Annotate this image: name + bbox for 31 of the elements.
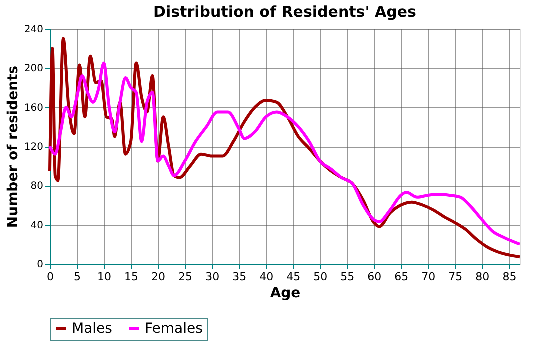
x-tick-label: 10 xyxy=(98,270,112,284)
y-axis-title: Number of residents xyxy=(5,66,22,228)
y-tick-label: 120 xyxy=(24,142,44,153)
x-tick-label: 40 xyxy=(260,270,274,284)
x-tick-label: 30 xyxy=(206,270,220,284)
y-tick-label: 0 xyxy=(37,260,44,270)
x-tick-label: 75 xyxy=(448,270,463,284)
x-tick-label: 0 xyxy=(47,270,54,284)
x-tick-label: 65 xyxy=(394,270,409,284)
y-tick-label: 80 xyxy=(30,181,44,192)
x-tick-label: 25 xyxy=(178,270,193,284)
x-tick-label: 45 xyxy=(286,270,301,284)
x-tick-label: 85 xyxy=(502,270,517,284)
x-tick-label: 70 xyxy=(422,270,436,284)
y-tick-label: 240 xyxy=(24,24,44,36)
x-tick-label: 20 xyxy=(152,270,166,284)
x-axis-title: Age xyxy=(270,286,301,302)
x-tick-label: 5 xyxy=(74,270,82,284)
line-series xyxy=(48,62,522,246)
y-tick-label: 200 xyxy=(24,64,44,75)
legend-label: Females xyxy=(145,321,203,337)
legend-label: Males xyxy=(72,321,112,337)
y-tick-label: 40 xyxy=(30,220,44,232)
y-tick-label: 160 xyxy=(24,102,44,114)
x-tick-label: 15 xyxy=(124,270,139,284)
x-tick-label: 80 xyxy=(476,270,490,284)
x-tick-label: 60 xyxy=(368,270,382,284)
chart-title: Distribution of Residents' Ages xyxy=(154,3,417,21)
x-tick-label: 35 xyxy=(232,270,247,284)
x-tick-label: 55 xyxy=(340,270,355,284)
x-tick-label: 50 xyxy=(314,270,328,284)
